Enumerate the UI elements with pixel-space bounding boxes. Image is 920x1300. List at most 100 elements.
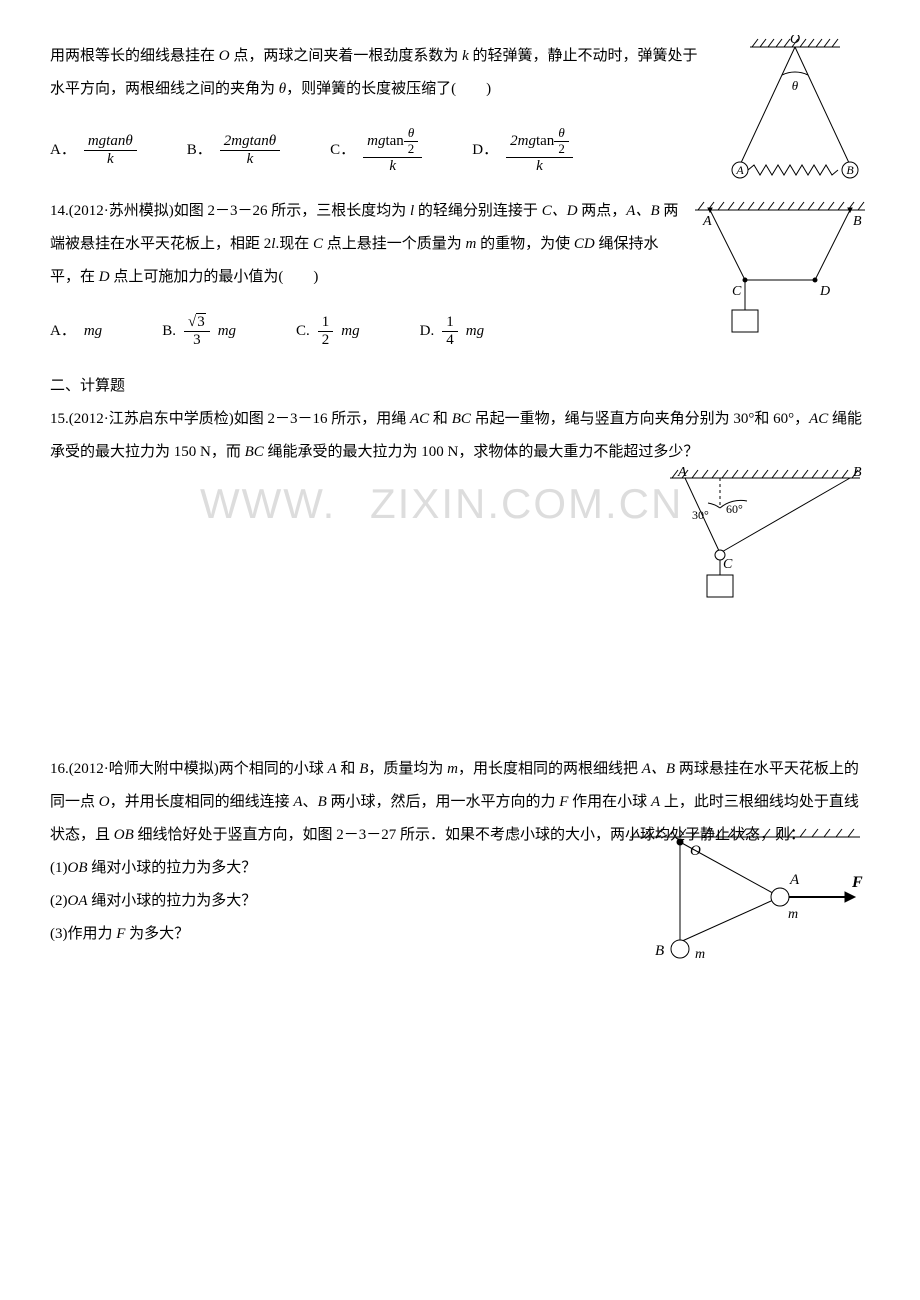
q15-t2: 吊起一重物，绳与竖直方向夹角分别为 30°和 60°，	[471, 411, 809, 427]
q14-t3: 两点，	[578, 203, 627, 219]
q14D-num: 1	[442, 314, 458, 332]
q14B-suf: mg	[218, 315, 236, 348]
q16-m: m	[447, 761, 458, 777]
q14-D: D	[99, 269, 110, 285]
fig16-F: F	[851, 874, 863, 891]
q13-t4: ，则弹簧的长度被压缩了( )	[286, 81, 491, 97]
q14-choice-C: C. 12 mg	[296, 314, 360, 350]
fig16-B: B	[655, 943, 664, 959]
fig14-D: D	[819, 284, 830, 299]
q16s1ob: OB	[68, 860, 88, 876]
fig14-A: A	[702, 214, 712, 229]
q14B-sq: 3	[196, 313, 206, 330]
q13-figure: O θ A B	[720, 35, 870, 208]
q13D-tan: tan	[536, 133, 554, 149]
fig13-O: O	[790, 35, 800, 47]
q16-t8: 作用在小球	[568, 794, 651, 810]
q14-t6: 点上悬挂一个质量为	[323, 236, 466, 252]
q14-choice-D: D. 14mg	[420, 314, 484, 350]
q16-subs: (1)OB 绳对小球的拉力为多大？ (2)OA 绳对小球的拉力为多大？ (3)作…	[50, 852, 870, 951]
q13C-den: k	[363, 158, 422, 175]
fig15-C: C	[723, 557, 733, 572]
q14A-lbl: A．	[50, 315, 76, 348]
q16-t6: ，并用长度相同的细线连接	[110, 794, 294, 810]
q13B-num: 2mgtanθ	[220, 133, 280, 151]
fig14-B: B	[853, 214, 862, 229]
q13D-nd: 2	[554, 142, 569, 157]
fig13-theta: θ	[792, 78, 799, 93]
q16-and: 和	[337, 761, 360, 777]
q16-OB: OB	[114, 827, 134, 843]
q15-figure: A B C 30° 60°	[660, 463, 870, 626]
q16-sub2: (2)OA 绳对小球的拉力为多大？	[50, 885, 610, 918]
q14A-v: mg	[84, 315, 102, 348]
q16-A: A	[328, 761, 337, 777]
q16-t2: ，质量均为	[368, 761, 447, 777]
q13-choice-A: A． mgtanθk	[50, 126, 137, 175]
q13C-nn: θ	[404, 126, 419, 142]
q15-BC: BC	[452, 411, 471, 427]
q16-t3: ，用长度相同的两根细线把	[458, 761, 642, 777]
fig13-A: A	[735, 163, 744, 177]
q13D-nn: θ	[554, 126, 569, 142]
q13C-tan: tan	[385, 133, 403, 149]
fig15-A: A	[677, 465, 687, 480]
q16s2oa: OA	[68, 893, 88, 909]
q16-A3: A	[651, 794, 660, 810]
q14B-lbl: B.	[162, 315, 176, 348]
q16-A2: A	[293, 794, 302, 810]
q14C-lbl: C.	[296, 315, 310, 348]
q14-t1: 14.(2012·苏州模拟)如图 2－3－26 所示，三根长度均为	[50, 203, 410, 219]
q13-t2: 点，两球之间夹着一根劲度系数为	[230, 48, 463, 64]
q16-O: O	[99, 794, 110, 810]
q16s1b: 绳对小球的拉力为多大？	[88, 860, 257, 876]
q15-and: 和	[429, 411, 452, 427]
q13-block: 用两根等长的细线悬挂在 O 点，两球之间夹着一根劲度系数为 k 的轻弹簧，静止不…	[50, 40, 870, 106]
q16-t4: A、B	[642, 761, 675, 777]
q15-block: 15.(2012·江苏启东中学质检)如图 2－3－16 所示，用绳 AC 和 B…	[50, 403, 870, 603]
q13C-lbl: C．	[330, 134, 355, 167]
q15-t4: 绳能承受的最大拉力为 100 N，求物体的最大重力不能超过多少？	[264, 444, 699, 460]
q13-choice-D: D． 2mgtanθ2 k	[472, 126, 573, 175]
q16s2a: (2)	[50, 893, 68, 909]
q13-choice-C: C． mgtanθ2 k	[330, 126, 422, 175]
q13A-lbl: A．	[50, 134, 76, 167]
q14-AB: A、B	[626, 203, 659, 219]
q14C-num: 1	[318, 314, 334, 332]
q13D-nl: 2mg	[510, 133, 536, 149]
q16-t7: 两小球，然后，用一水平方向的力	[327, 794, 560, 810]
wm1: WWW.	[200, 458, 336, 550]
q16s2b: 绳对小球的拉力为多大？	[88, 893, 257, 909]
q14C-den: 2	[318, 332, 334, 349]
q14-t9: 点上可施加力的最小值为( )	[110, 269, 319, 285]
fig14-C: C	[732, 284, 742, 299]
q16s1a: (1)	[50, 860, 68, 876]
q13-k: k	[462, 48, 469, 64]
q13B-lbl: B．	[187, 134, 212, 167]
q13-t1: 用两根等长的细线悬挂在	[50, 48, 219, 64]
q14-choice-B: B. 33mg	[162, 314, 236, 350]
q13-choice-B: B． 2mgtanθk	[187, 126, 280, 175]
q15-svg: A B C 30° 60°	[660, 463, 870, 613]
q14-t5: .现在	[275, 236, 313, 252]
section2-heading: 二、计算题	[50, 370, 870, 403]
q14-m: m	[465, 236, 476, 252]
q16-sub1: (1)OB 绳对小球的拉力为多大？	[50, 852, 610, 885]
q16-B2: B	[318, 794, 327, 810]
q14-choice-A: A． mg	[50, 314, 102, 350]
q14-t2: 的轻绳分别连接于	[414, 203, 542, 219]
q16s3a: (3)作用力	[50, 926, 116, 942]
q15-AC2: AC	[809, 411, 828, 427]
q15-AC: AC	[410, 411, 429, 427]
q15-t1: 15.(2012·江苏启东中学质检)如图 2－3－16 所示，用绳	[50, 411, 410, 427]
q13A-num: mgtanθ	[84, 133, 137, 151]
q13C-nd: 2	[404, 142, 419, 157]
fig16-mA: m	[788, 907, 798, 922]
q14C-suf: mg	[341, 315, 359, 348]
q16-B: B	[359, 761, 368, 777]
q14-t7: 的重物，为使	[476, 236, 574, 252]
q13-svg: O θ A B	[720, 35, 870, 195]
q16-figure: O A B F m m	[620, 822, 870, 985]
q14D-den: 4	[442, 332, 458, 349]
q14-figure: A B C D	[690, 195, 870, 368]
